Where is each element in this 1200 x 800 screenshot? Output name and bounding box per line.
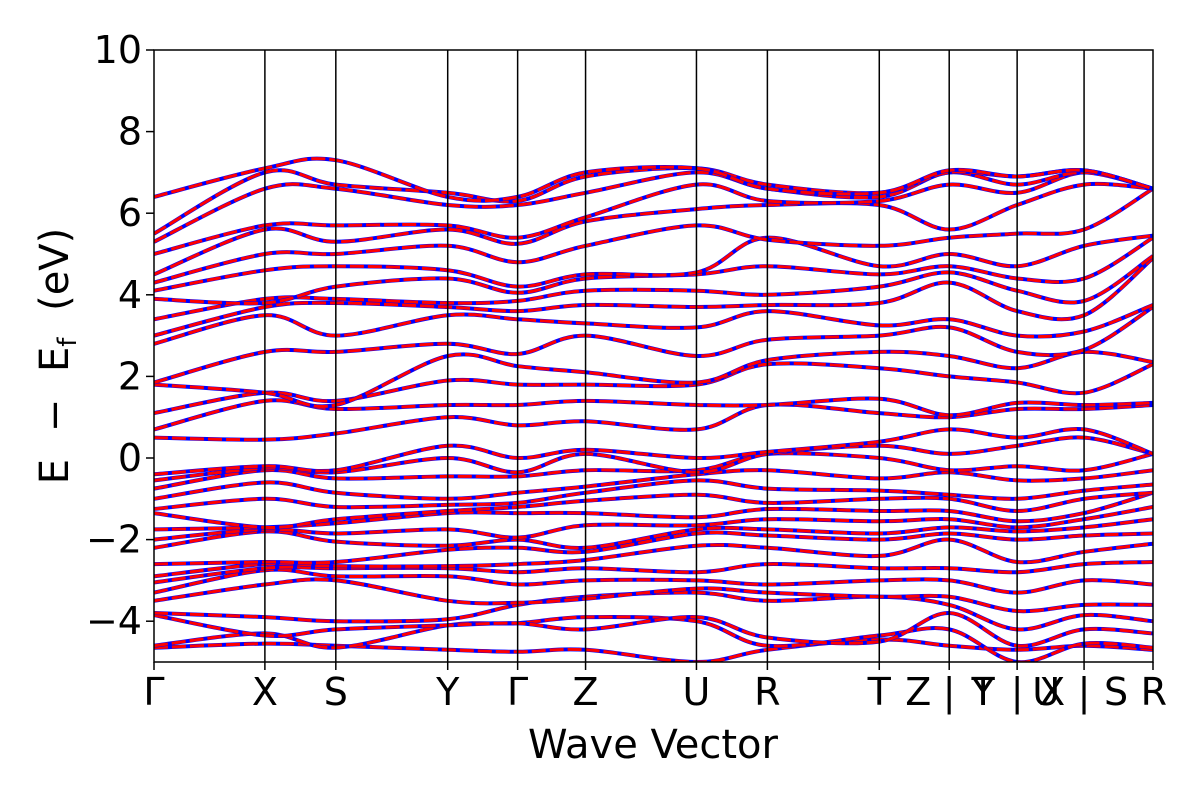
y-tick-label: 4 (118, 273, 142, 317)
x-kpoint-label: Γ (143, 670, 164, 714)
band-line-red (154, 182, 1153, 276)
band-line-blue (154, 577, 1153, 614)
y-axis-title: E − Ef (eV) (32, 228, 86, 485)
x-kpoint-label: Z (573, 670, 599, 714)
band-line-blue (154, 181, 1153, 277)
band-line-red (154, 303, 1153, 346)
band-lines (154, 156, 1153, 662)
x-kpoint-label: Y (971, 670, 996, 714)
band-line-blue (154, 590, 1153, 632)
y-tick-label: 0 (118, 436, 142, 480)
y-tick-label: −2 (86, 518, 142, 562)
band-line-blue (154, 303, 1153, 346)
y-tick-label: 2 (118, 354, 142, 398)
y-tick-label: 6 (118, 191, 142, 235)
x-kpoint-label: Y (435, 670, 460, 714)
plot-frame (153, 49, 1154, 663)
y-axis-title-Ef-subscript: f (53, 337, 83, 347)
band-line-blue (154, 305, 1153, 385)
x-kpoint-label: S (324, 670, 348, 714)
x-kpoint-label: | (1078, 670, 1091, 715)
x-kpoint-label: X (252, 670, 278, 714)
band-line-red (154, 236, 1153, 305)
x-axis-kpoint-labels: Γ X S Y Γ Z U R T Z | YT | UX | S R (143, 662, 1167, 715)
x-kpoint-label: X (1039, 670, 1065, 714)
y-axis-ticks: −4 −2 0 2 4 6 8 10 (86, 28, 154, 643)
x-kpoint-label: Γ (507, 670, 528, 714)
x-kpoint-label: T (971, 670, 996, 714)
band-line-red (154, 305, 1153, 384)
y-tick-label: −4 (86, 599, 142, 643)
x-axis-title: Wave Vector (528, 722, 779, 768)
y-tick-label: 8 (118, 110, 142, 154)
y-axis-title-E: E (32, 459, 78, 484)
band-line-red (154, 591, 1153, 631)
x-kpoint-label: | (1011, 670, 1024, 715)
x-kpoint-label: | (943, 670, 956, 715)
x-kpoint-label: R (754, 670, 780, 714)
x-kpoint-label: U (683, 670, 711, 714)
x-kpoint-label: T (867, 670, 892, 714)
y-axis-title-Ef: E (32, 347, 78, 372)
band-line-red (154, 170, 1153, 244)
band-line-red (154, 577, 1153, 613)
kpoint-lines (264, 50, 1085, 662)
band-line-red (154, 234, 1153, 293)
band-line-red (154, 403, 1153, 442)
x-kpoint-label: R (1141, 670, 1167, 714)
y-tick-label: 10 (94, 28, 142, 72)
band-line-blue (154, 233, 1153, 293)
x-kpoint-label: S (1104, 670, 1128, 714)
x-kpoint-label: U (1032, 670, 1060, 714)
y-axis-title-minus: − (32, 399, 78, 433)
y-axis-title-unit: (eV) (32, 228, 78, 311)
x-kpoint-label: Z (905, 670, 931, 714)
